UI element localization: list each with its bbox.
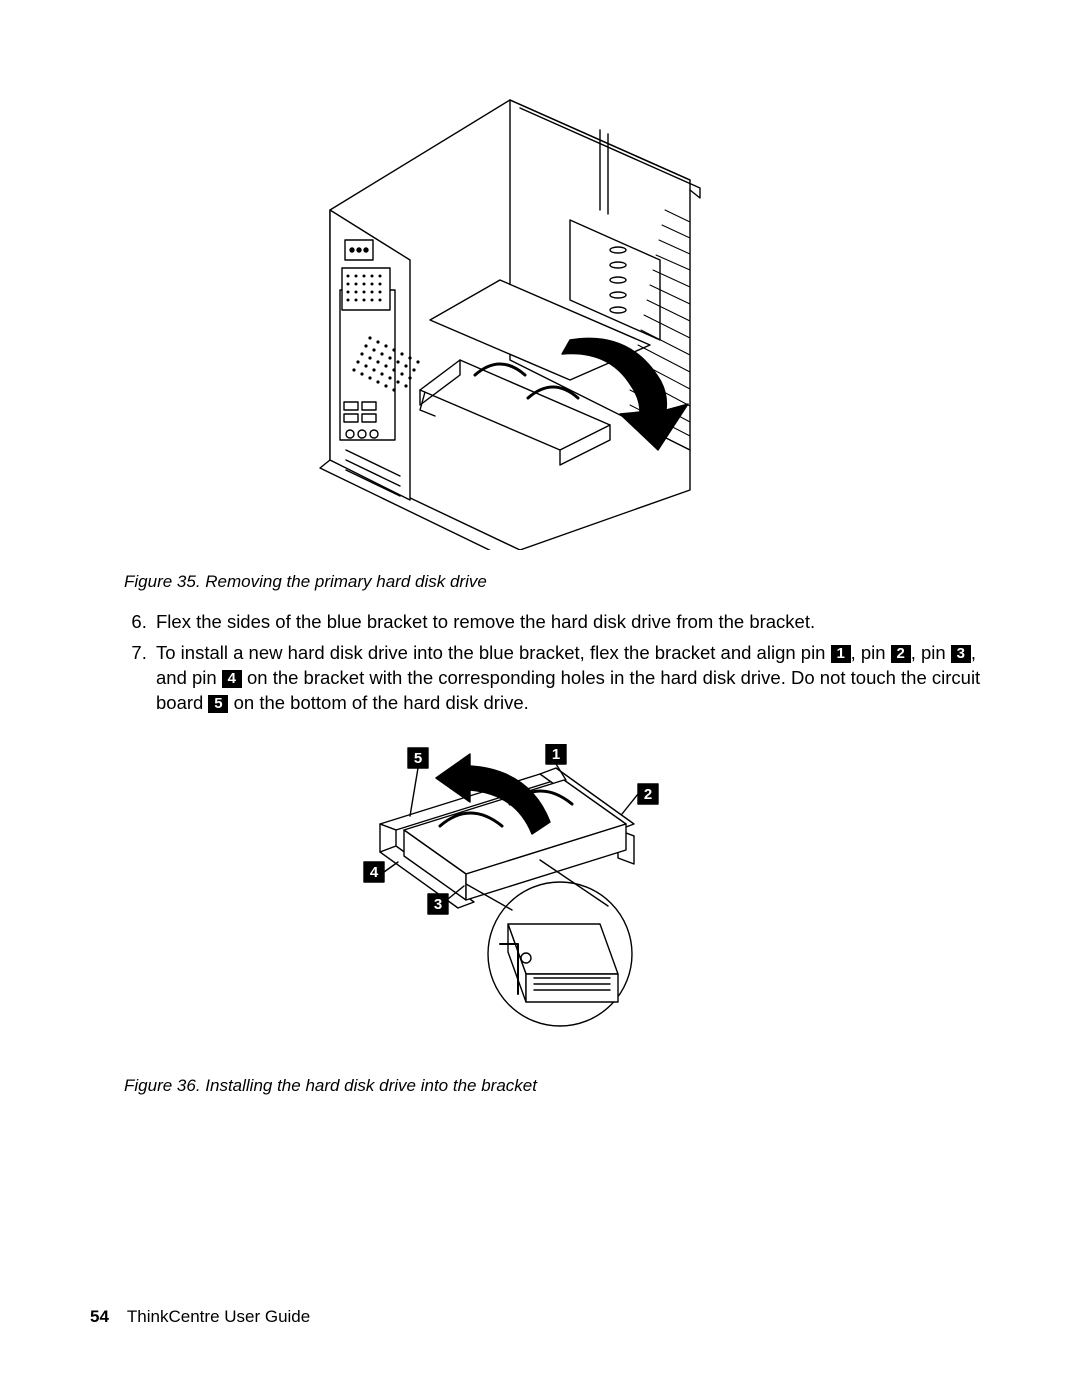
page-footer: 54 ThinkCentre User Guide bbox=[90, 1307, 310, 1327]
fig36-label-5: 5 bbox=[414, 750, 422, 767]
figure-35-caption: Figure 35. Removing the primary hard dis… bbox=[124, 572, 990, 592]
fig36-label-4: 4 bbox=[370, 864, 379, 881]
page: Figure 35. Removing the primary hard dis… bbox=[0, 0, 1080, 1397]
callout-1: 1 bbox=[831, 645, 851, 663]
callout-3: 3 bbox=[951, 645, 971, 663]
fig36-label-1: 1 bbox=[552, 746, 560, 763]
page-number: 54 bbox=[90, 1307, 109, 1326]
step-list: Flex the sides of the blue bracket to re… bbox=[124, 610, 990, 716]
figure-36-illustration: 5 1 2 4 3 bbox=[90, 744, 990, 1054]
step-7: To install a new hard disk drive into th… bbox=[152, 641, 990, 716]
step-6: Flex the sides of the blue bracket to re… bbox=[152, 610, 990, 635]
figure-36-svg: 5 1 2 4 3 bbox=[350, 744, 710, 1054]
fig36-label-3: 3 bbox=[434, 896, 442, 913]
callout-5: 5 bbox=[208, 695, 228, 713]
figure-35-illustration bbox=[90, 90, 990, 550]
figure-35-svg bbox=[270, 90, 730, 550]
step-7-s1: , pin bbox=[851, 642, 891, 663]
callout-2: 2 bbox=[891, 645, 911, 663]
footer-title: ThinkCentre User Guide bbox=[127, 1307, 310, 1326]
step-7-t1: To install a new hard disk drive into th… bbox=[156, 642, 831, 663]
step-6-text: Flex the sides of the blue bracket to re… bbox=[156, 611, 815, 632]
step-7-t2: on the bottom of the hard disk drive. bbox=[228, 692, 528, 713]
fig36-label-2: 2 bbox=[644, 786, 652, 803]
callout-4: 4 bbox=[222, 670, 242, 688]
figure-36-caption: Figure 36. Installing the hard disk driv… bbox=[124, 1076, 990, 1096]
step-7-s2: , pin bbox=[911, 642, 951, 663]
